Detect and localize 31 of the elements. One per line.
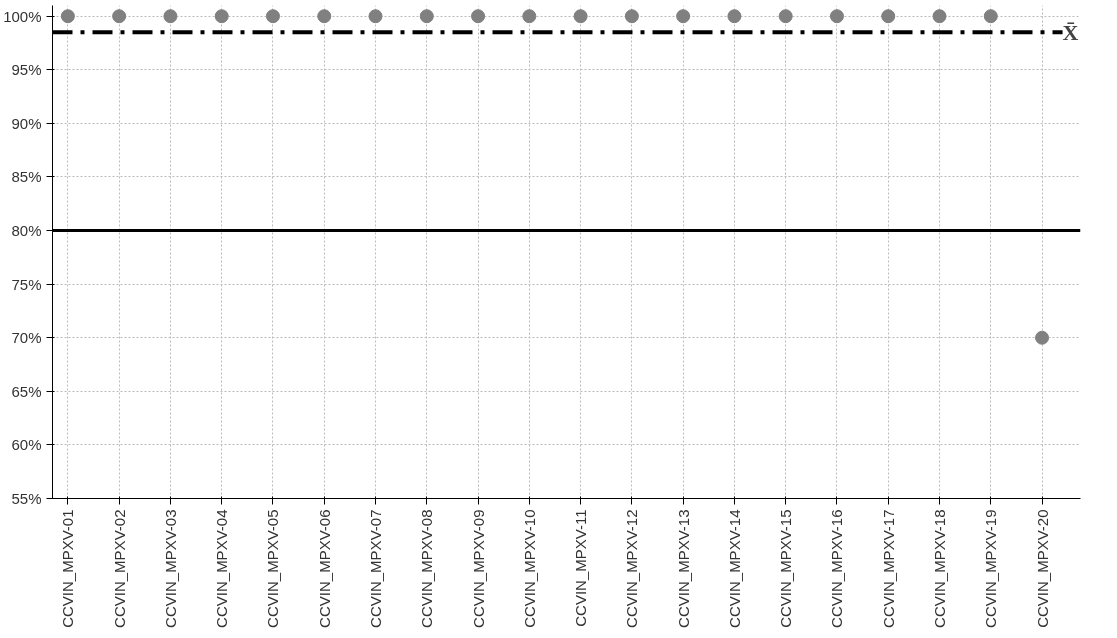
y-tick-label: 95% bbox=[11, 61, 42, 79]
x-tick-label: CCVIN_MPXV-07 bbox=[367, 509, 385, 628]
y-tick-label: 75% bbox=[11, 275, 42, 293]
x-tick-label: CCVIN_MPXV-08 bbox=[418, 509, 436, 628]
x-tick-label: CCVIN_MPXV-13 bbox=[674, 509, 692, 628]
y-tick-label: 85% bbox=[11, 168, 42, 186]
x-tick-label: CCVIN_MPXV-20 bbox=[1033, 509, 1051, 628]
x-tick-label: CCVIN_MPXV-03 bbox=[161, 509, 179, 628]
x-tick-label: CCVIN_MPXV-01 bbox=[59, 509, 77, 628]
ref-line-label: X̄ bbox=[1062, 19, 1079, 45]
y-tick-label: 90% bbox=[11, 114, 42, 132]
y-tick-label: 65% bbox=[11, 382, 42, 400]
x-tick-label: CCVIN_MPXV-16 bbox=[828, 509, 846, 628]
x-tick-label: CCVIN_MPXV-12 bbox=[623, 509, 641, 628]
x-tick-label: CCVIN_MPXV-09 bbox=[469, 509, 487, 628]
y-tick-label: 55% bbox=[11, 490, 42, 507]
x-tick-label: CCVIN_MPXV-02 bbox=[110, 509, 128, 628]
x-tick-label: CCVIN_MPXV-19 bbox=[982, 509, 1000, 628]
y-tick-label: 100% bbox=[3, 7, 42, 25]
x-tick-label: CCVIN_MPXV-04 bbox=[213, 509, 231, 628]
y-tick-label: 70% bbox=[11, 329, 42, 347]
y-tick-label: 60% bbox=[11, 436, 42, 454]
x-tick-label: CCVIN_MPXV-15 bbox=[777, 509, 795, 628]
x-tick-label: CCVIN_MPXV-05 bbox=[264, 509, 282, 628]
x-tick-label: CCVIN_MPXV-17 bbox=[879, 509, 897, 628]
x-tick-label: CCVIN_MPXV-11 bbox=[572, 509, 590, 627]
y-tick-label: 80% bbox=[11, 222, 42, 240]
x-tick-label: CCVIN_MPXV-18 bbox=[931, 509, 948, 628]
x-tick-label: CCVIN_MPXV-14 bbox=[725, 509, 743, 628]
x-tick-label: CCVIN_MPXV-06 bbox=[315, 509, 333, 628]
x-tick-label: CCVIN_MPXV-10 bbox=[520, 509, 538, 628]
